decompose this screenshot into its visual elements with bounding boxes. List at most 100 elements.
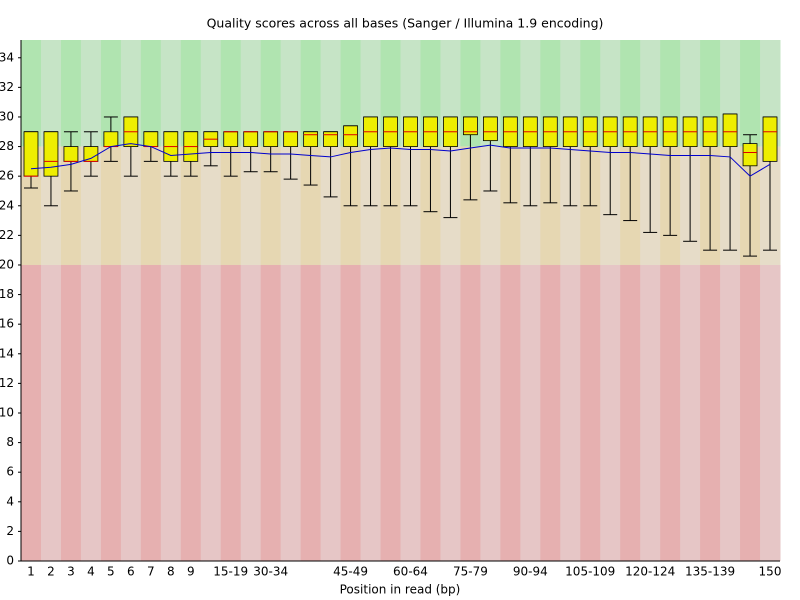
quality-zone <box>480 264 501 561</box>
box <box>303 131 319 147</box>
box <box>343 125 358 147</box>
y-tick-label: 8 <box>6 435 14 449</box>
quality-zone <box>240 40 262 147</box>
quality-zone <box>200 146 222 265</box>
x-tick-label: 7 <box>147 565 155 579</box>
quality-zone <box>760 264 781 561</box>
quality-zone <box>300 146 322 265</box>
y-tick-label: 6 <box>6 465 14 479</box>
quality-zone <box>100 146 122 265</box>
y-tick-label: 34 <box>0 50 14 64</box>
x-tick-label: 150 <box>759 565 782 579</box>
quality-zone <box>220 264 242 561</box>
box <box>43 131 59 177</box>
x-tick-label: 1 <box>27 565 35 579</box>
x-tick-label: 2 <box>47 565 55 579</box>
quality-zone <box>420 264 441 561</box>
box <box>283 131 299 147</box>
quality-zone <box>260 264 282 561</box>
y-tick-label: 16 <box>0 317 14 331</box>
quality-zone <box>640 264 661 561</box>
x-tick-label: 120-124 <box>625 565 675 579</box>
quality-zone <box>180 264 202 561</box>
quality-zone <box>380 264 401 561</box>
box <box>103 131 119 147</box>
quality-zone <box>700 264 721 561</box>
chart-title: Quality scores across all bases (Sanger … <box>207 16 604 31</box>
quality-zone <box>300 40 322 147</box>
quality-zone <box>560 264 581 561</box>
quality-zone <box>480 146 501 265</box>
quality-zone <box>660 264 681 561</box>
box <box>742 143 758 167</box>
quality-zone <box>200 40 222 147</box>
y-tick-label: 30 <box>0 109 14 123</box>
x-tick-label: 60-64 <box>393 565 428 579</box>
x-tick-label: 15-19 <box>213 565 248 579</box>
quality-zone <box>280 40 302 147</box>
y-tick-label: 24 <box>0 198 14 212</box>
quality-zone <box>140 146 162 265</box>
x-tick-label: 90-94 <box>513 565 548 579</box>
y-tick-label: 22 <box>0 228 14 242</box>
y-tick-label: 18 <box>0 287 14 301</box>
quality-zone <box>520 264 541 561</box>
quality-zone <box>240 264 262 561</box>
quality-zone <box>600 264 621 561</box>
quality-zone <box>540 264 561 561</box>
box <box>83 146 99 162</box>
quality-zone <box>240 146 262 265</box>
box <box>263 131 279 147</box>
y-tick-label: 2 <box>6 524 14 538</box>
x-tick-label: 8 <box>167 565 175 579</box>
x-axis-label: Position in read (bp) <box>340 583 461 597</box>
box <box>63 146 79 162</box>
quality-zone <box>160 264 182 561</box>
quality-zone <box>740 40 761 147</box>
box <box>482 116 498 142</box>
box <box>722 113 738 147</box>
quality-zone <box>500 146 521 265</box>
quality-zone <box>680 264 701 561</box>
x-tick-label: 45-49 <box>333 565 368 579</box>
quality-zone <box>140 40 162 147</box>
quality-zone <box>60 146 82 265</box>
quality-zone <box>460 264 481 561</box>
y-tick-label: 14 <box>0 346 14 360</box>
x-tick-label: 3 <box>67 565 75 579</box>
quality-zone <box>460 146 481 265</box>
box <box>323 131 338 147</box>
quality-zone <box>720 264 741 561</box>
quality-zone <box>60 40 82 147</box>
quality-zone <box>300 264 322 561</box>
quality-zone <box>540 146 561 265</box>
y-tick-label: 28 <box>0 139 14 153</box>
quality-zone <box>320 264 342 561</box>
y-tick-label: 12 <box>0 376 14 390</box>
quality-zone <box>80 40 102 147</box>
quality-zone <box>340 264 362 561</box>
quality-zone <box>160 40 182 147</box>
x-tick-label: 30-34 <box>253 565 288 579</box>
x-tick-label: 105-109 <box>565 565 615 579</box>
quality-zone <box>440 264 461 561</box>
quality-zone <box>120 264 142 561</box>
x-tick-label: 6 <box>127 565 135 579</box>
y-tick-label: 0 <box>6 554 14 568</box>
quality-zone <box>620 264 641 561</box>
x-tick-label: 5 <box>107 565 115 579</box>
x-tick-label: 75-79 <box>453 565 488 579</box>
box <box>463 116 478 136</box>
quality-zone <box>500 264 521 561</box>
quality-zone <box>280 264 302 561</box>
quality-zone <box>320 146 342 265</box>
mean-line <box>30 143 771 177</box>
quality-zone <box>21 264 42 561</box>
quality-zone <box>740 264 761 561</box>
quality-zone <box>21 40 42 147</box>
quality-zone <box>40 264 62 561</box>
y-tick-label: 26 <box>0 169 14 183</box>
quality-zone <box>280 146 302 265</box>
box <box>223 131 239 147</box>
